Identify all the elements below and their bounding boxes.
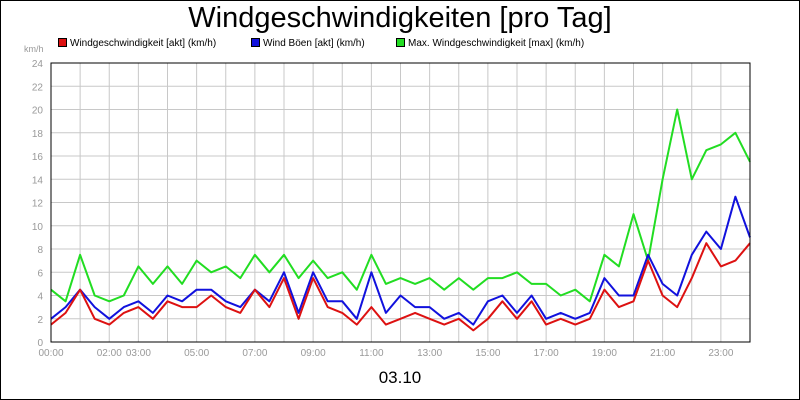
y-tick-label: 22	[32, 82, 44, 93]
x-tick-label: 05:00	[184, 348, 209, 359]
y-tick-label: 8	[37, 245, 43, 256]
date-label: 03.10	[378, 368, 422, 387]
series-line-2	[50, 108, 751, 303]
x-tick-label: 07:00	[242, 348, 267, 359]
y-tick-label: 24	[32, 59, 44, 70]
x-tick-label: 03:00	[126, 348, 151, 359]
legend-swatch-blue	[251, 38, 260, 47]
y-tick-label: 2	[37, 315, 43, 326]
y-tick-label: 0	[37, 338, 43, 349]
series-lines	[50, 108, 751, 332]
x-tick-label: 21:00	[650, 348, 675, 359]
x-tick-label: 15:00	[475, 348, 500, 359]
x-tick-label: 23:00	[708, 348, 733, 359]
y-axis-unit-label: km/h	[24, 44, 44, 54]
y-tick-label: 18	[32, 129, 44, 140]
x-tick-label: 11:00	[359, 348, 384, 359]
series-line-0	[50, 242, 751, 332]
legend-label: Max. Windgeschwindigkeit [max] (km/h)	[408, 38, 585, 49]
x-tick-label: 13:00	[417, 348, 442, 359]
legend-label: Wind Böen [akt] (km/h)	[263, 38, 365, 49]
legend-item-gusts: Wind Böen [akt] (km/h)	[251, 38, 365, 49]
legend-item-wind-speed: Windgeschwindigkeit [akt] (km/h)	[58, 38, 216, 49]
y-tick-label: 10	[32, 222, 44, 233]
y-tick-label: 14	[32, 175, 44, 186]
x-tick-label: 19:00	[592, 348, 617, 359]
series-line-1	[50, 195, 751, 326]
chart-title: Windgeschwindigkeiten [pro Tag]	[188, 2, 612, 34]
x-tick-label: 02:00	[97, 348, 122, 359]
plot-border	[50, 62, 751, 343]
y-tick-label: 4	[37, 292, 43, 303]
x-tick-label: 00:00	[38, 348, 63, 359]
legend-item-max-speed: Max. Windgeschwindigkeit [max] (km/h)	[396, 38, 584, 49]
legend: Windgeschwindigkeit [akt] (km/h) Wind Bö…	[0, 38, 800, 52]
x-tick-label: 09:00	[301, 348, 326, 359]
x-tick-label: 17:00	[534, 348, 559, 359]
y-tick-label: 12	[32, 199, 44, 210]
legend-label: Windgeschwindigkeit [akt] (km/h)	[70, 38, 217, 49]
grid	[50, 62, 751, 343]
y-tick-label: 20	[32, 106, 44, 117]
legend-swatch-green	[396, 38, 405, 47]
y-tick-label: 6	[37, 268, 43, 279]
legend-swatch-red	[58, 38, 67, 47]
y-tick-label: 16	[32, 152, 44, 163]
